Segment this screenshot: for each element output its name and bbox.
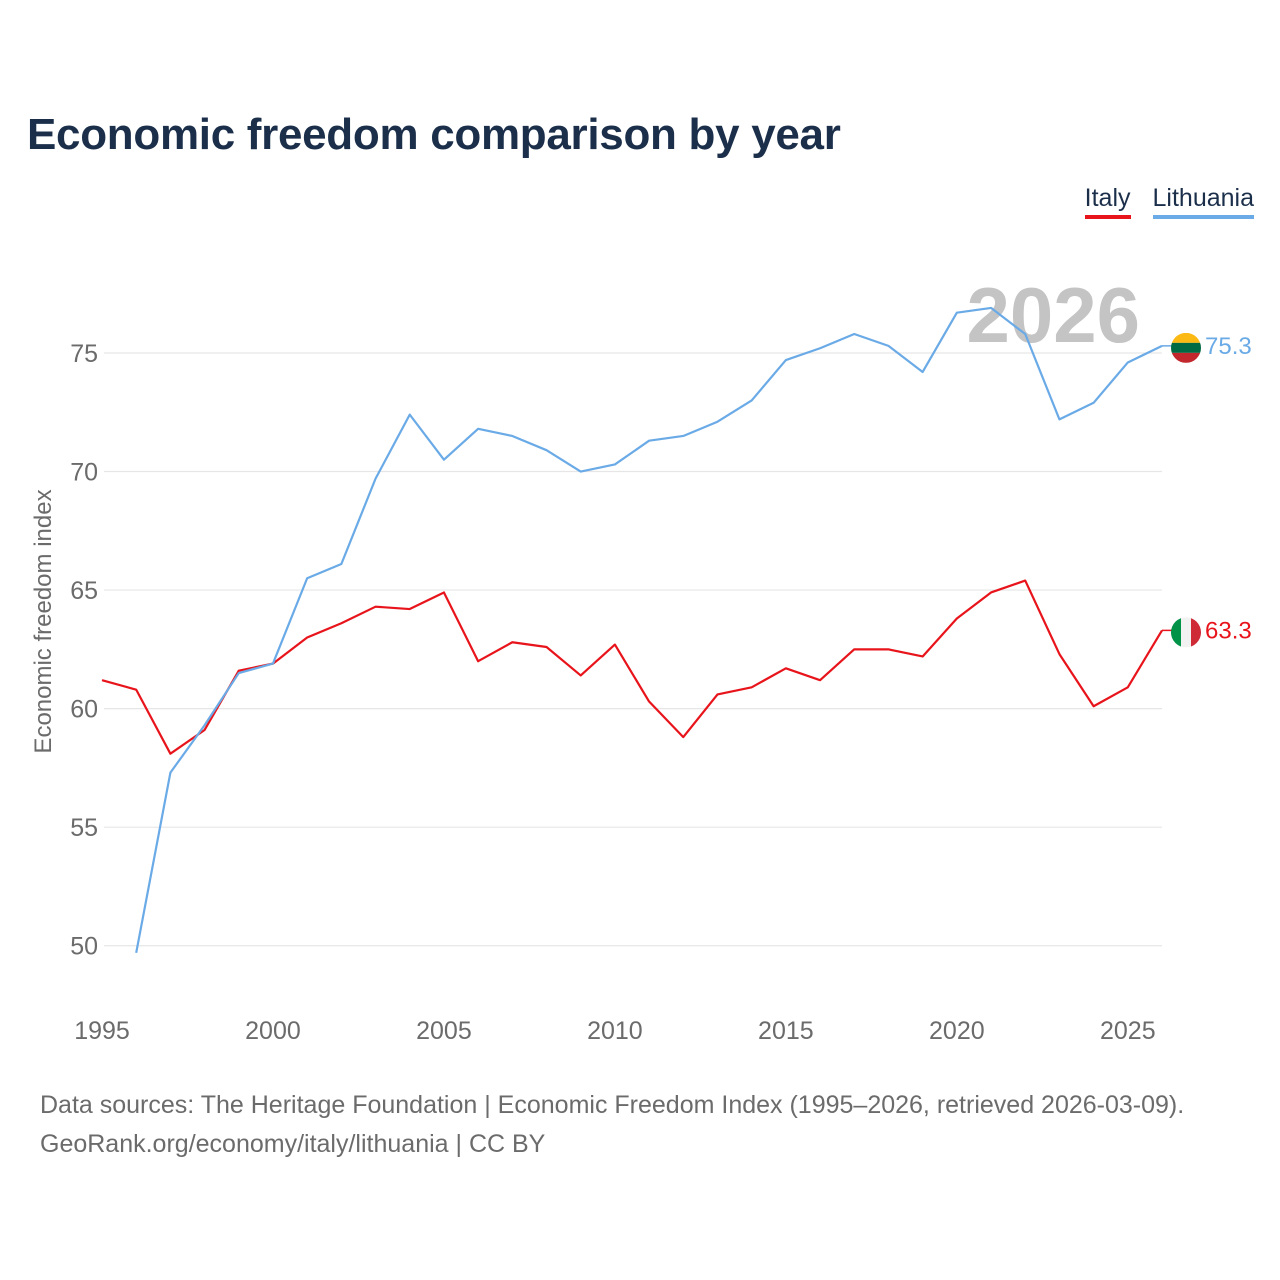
data-point-lithuania: [269, 660, 277, 668]
y-tick-label: 70: [70, 459, 98, 487]
data-point-lithuania: [850, 330, 858, 338]
data-point-lithuania: [987, 304, 995, 312]
credit-link[interactable]: GeoRank.org/economy/italy/lithuania | CC…: [40, 1130, 546, 1158]
data-point-italy: [1021, 577, 1029, 585]
data-point-italy: [850, 645, 858, 653]
data-point-lithuania: [884, 342, 892, 350]
chart-title: Economic freedom comparison by year: [27, 110, 841, 159]
data-point-lithuania: [201, 721, 209, 729]
data-point-italy: [303, 634, 311, 642]
data-point-italy: [1124, 683, 1132, 691]
data-point-italy: [166, 750, 174, 758]
data-point-lithuania: [679, 432, 687, 440]
series-line-lithuania: [135, 306, 1163, 954]
data-point-italy: [611, 641, 619, 649]
data-point-italy: [884, 645, 892, 653]
end-value-label-lithuania: 75.3: [1205, 333, 1252, 360]
y-tick-label: 65: [70, 577, 98, 605]
data-point-italy: [474, 657, 482, 665]
y-tick-label: 50: [70, 933, 98, 961]
italy-flag-icon: [1171, 617, 1201, 648]
series-line-italy: [101, 579, 1163, 755]
data-point-lithuania: [919, 368, 927, 376]
x-tick-label: 2000: [245, 1017, 301, 1045]
data-point-lithuania: [474, 425, 482, 433]
data-point-italy: [132, 686, 140, 694]
data-point-italy: [713, 690, 721, 698]
data-point-italy: [577, 671, 585, 679]
x-tick-label: 2015: [758, 1017, 814, 1045]
data-point-italy: [508, 638, 516, 646]
data-point-lithuania: [611, 460, 619, 468]
legend-item-lithuania[interactable]: Lithuania: [1152, 184, 1254, 219]
footer: Data sources: The Heritage Foundation | …: [40, 1086, 1184, 1164]
data-point-lithuania: [645, 437, 653, 445]
y-axis-label: Economic freedom index: [30, 489, 57, 753]
x-tick-label: 2010: [587, 1017, 643, 1045]
data-point-italy: [987, 588, 995, 596]
data-point-lithuania: [440, 456, 448, 464]
legend-item-italy[interactable]: Italy: [1084, 184, 1131, 219]
lithuania-flag-icon: [1171, 332, 1201, 363]
data-point-lithuania: [713, 418, 721, 426]
y-tick-label: 55: [70, 814, 98, 842]
data-point-lithuania: [406, 411, 414, 419]
data-sources: Data sources: The Heritage Foundation | …: [40, 1091, 1185, 1119]
data-point-lithuania: [1055, 415, 1063, 423]
data-point-italy: [782, 664, 790, 672]
data-point-italy: [748, 683, 756, 691]
end-value-label-italy: 63.3: [1205, 617, 1252, 644]
data-point-lithuania: [816, 344, 824, 352]
x-tick-label: 2005: [416, 1017, 472, 1045]
y-tick-label: 75: [70, 340, 98, 368]
data-point-lithuania: [166, 769, 174, 777]
data-point-lithuania: [337, 560, 345, 568]
data-point-italy: [919, 652, 927, 660]
data-point-lithuania: [543, 446, 551, 454]
data-point-lithuania: [748, 396, 756, 404]
data-point-lithuania: [1090, 399, 1098, 407]
x-tick-label: 2025: [1100, 1017, 1156, 1045]
data-point-lithuania: [1124, 358, 1132, 366]
year-watermark: 2026: [966, 271, 1140, 359]
x-tick-label: 2020: [929, 1017, 985, 1045]
data-point-lithuania: [577, 468, 585, 476]
data-point-italy: [372, 603, 380, 611]
y-tick-label: 60: [70, 696, 98, 724]
data-point-italy: [645, 698, 653, 706]
data-point-lithuania: [508, 432, 516, 440]
x-tick-label: 1995: [74, 1017, 130, 1045]
data-point-italy: [1055, 650, 1063, 658]
data-point-italy: [953, 615, 961, 623]
data-point-italy: [406, 605, 414, 613]
data-point-italy: [1090, 702, 1098, 710]
data-point-italy: [337, 619, 345, 627]
data-point-italy: [98, 676, 106, 684]
legend: Italy Lithuania: [1084, 184, 1254, 219]
data-point-italy: [679, 733, 687, 741]
data-point-lithuania: [782, 356, 790, 364]
data-point-lithuania: [372, 475, 380, 483]
data-point-lithuania: [1021, 330, 1029, 338]
data-point-lithuania: [235, 669, 243, 677]
data-point-lithuania: [132, 949, 140, 957]
data-point-italy: [440, 588, 448, 596]
data-point-lithuania: [953, 309, 961, 317]
data-point-italy: [816, 676, 824, 684]
data-point-lithuania: [303, 574, 311, 582]
data-point-italy: [543, 643, 551, 651]
